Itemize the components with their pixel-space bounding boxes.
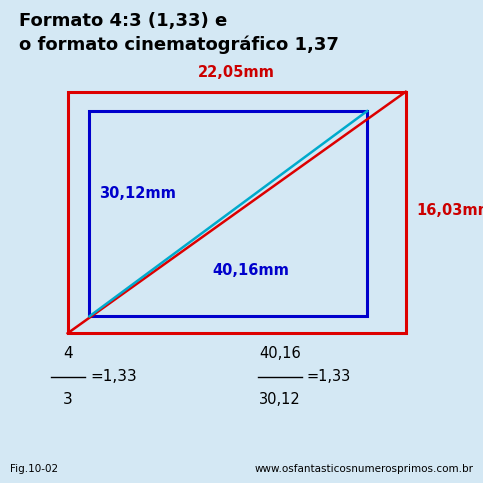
Text: www.osfantasticosnumerosprimos.com.br: www.osfantasticosnumerosprimos.com.br xyxy=(255,464,473,474)
Text: 4: 4 xyxy=(63,346,72,361)
Text: 40,16mm: 40,16mm xyxy=(213,263,290,278)
Bar xyxy=(89,111,367,316)
Text: Fig.10-02: Fig.10-02 xyxy=(10,464,58,474)
Text: 30,12mm: 30,12mm xyxy=(99,185,176,201)
Text: =1,33: =1,33 xyxy=(307,369,351,384)
Text: 22,05mm: 22,05mm xyxy=(198,65,275,80)
Bar xyxy=(68,92,406,333)
Text: Formato 4:3 (1,33) e
o formato cinematográfico 1,37: Formato 4:3 (1,33) e o formato cinematog… xyxy=(19,12,339,54)
Text: 3: 3 xyxy=(63,392,72,407)
Text: 30,12: 30,12 xyxy=(259,392,301,407)
Text: =1,33: =1,33 xyxy=(91,369,138,384)
Text: 16,03mm: 16,03mm xyxy=(416,202,483,218)
Text: 40,16: 40,16 xyxy=(259,346,301,361)
